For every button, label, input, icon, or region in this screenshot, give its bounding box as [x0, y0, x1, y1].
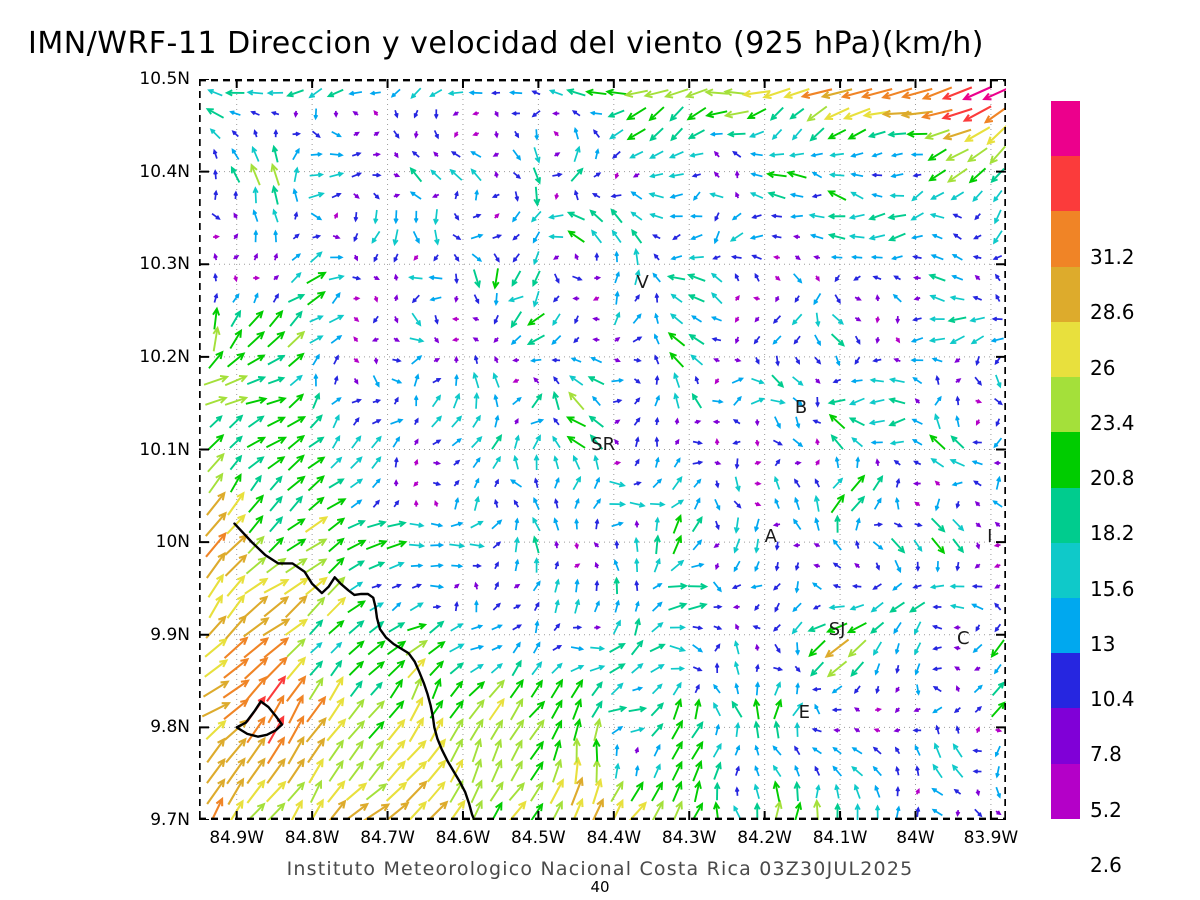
- colorbar-tick-label: 26: [1090, 355, 1116, 380]
- plot-area: [199, 79, 1006, 820]
- colorbar-band: [1051, 653, 1080, 709]
- colorbar-band: [1051, 542, 1080, 598]
- x-axis-tick-label: 84W: [896, 828, 935, 848]
- x-axis-tick-label: 84.7W: [360, 828, 415, 848]
- colorbar-band: [1051, 266, 1080, 322]
- y-axis-tick-label: 9.8N: [150, 717, 190, 738]
- y-axis-tick-label: 9.7N: [150, 810, 190, 830]
- colorbar-tick-label: 28.6: [1090, 300, 1135, 325]
- y-axis-tick-label: 10.1N: [139, 439, 190, 460]
- page-title: IMN/WRF-11 Direccion y velocidad del vie…: [28, 26, 984, 61]
- colorbar-band: [1051, 101, 1080, 157]
- colorbar-band: [1051, 432, 1080, 488]
- x-axis-tick-label: 84.3W: [661, 828, 717, 848]
- x-axis-tick-label: 84.6W: [435, 828, 491, 848]
- y-axis-tick-label: 9.9N: [150, 624, 190, 645]
- colorbar-band: [1051, 487, 1080, 543]
- x-axis-tick-label: 84.5W: [511, 828, 566, 848]
- arrow-group: [201, 85, 1006, 820]
- footer-subnumber: 40: [590, 878, 610, 896]
- colorbar-band: [1051, 597, 1080, 654]
- wind-vector-field: [199, 79, 1006, 820]
- footer-credit: Instituto Meteorologico Nacional Costa R…: [286, 858, 914, 880]
- colorbar-tick-label: 5.2: [1090, 797, 1122, 822]
- coastline: [233, 522, 476, 820]
- y-axis-tick-label: 10N: [155, 532, 190, 553]
- colorbar-band: [1051, 156, 1080, 212]
- colorbar-tick-label: 13: [1090, 631, 1116, 656]
- tick-marks: [199, 79, 1006, 820]
- colorbar-tick-label: 23.4: [1090, 410, 1135, 435]
- colorbar-tick-label: 18.2: [1090, 521, 1135, 546]
- x-axis-tick-label: 84.9W: [209, 828, 265, 848]
- colorbar: 31.2 28.6 26 23.4 20.8 18.2 15.6 13 10.4 7.8 5.2 2.…: [1051, 101, 1135, 877]
- y-axis-tick-label: 10.3N: [139, 254, 190, 275]
- x-axis-tick-label: 83.9W: [963, 828, 1019, 848]
- y-axis-tick-label: 10.5N: [139, 69, 190, 89]
- x-axis-tick-label: 84.4W: [586, 828, 642, 848]
- colorbar-tick-label: 20.8: [1090, 466, 1135, 491]
- colorbar-tick-label: 10.4: [1090, 687, 1135, 712]
- y-axis-tick-label: 10.4N: [139, 161, 190, 182]
- x-axis-tick-label: 84.8W: [284, 828, 340, 848]
- colorbar-band: [1051, 211, 1080, 267]
- colorbar-tick-label: 2.6: [1090, 852, 1122, 877]
- plot-frame: [199, 79, 1006, 820]
- colorbar-tick-label: 7.8: [1090, 742, 1122, 767]
- colorbar-tick-label: 31.2: [1090, 245, 1135, 270]
- colorbar-band: [1051, 321, 1080, 378]
- y-axis-tick-label: 10.2N: [139, 346, 190, 367]
- colorbar-band: [1051, 708, 1080, 764]
- x-axis-tick-label: 84.1W: [812, 828, 868, 848]
- colorbar-band: [1051, 377, 1080, 433]
- colorbar-tick-label: 15.6: [1090, 576, 1135, 601]
- colorbar-band: [1051, 763, 1080, 819]
- x-axis-tick-label: 84.2W: [737, 828, 792, 848]
